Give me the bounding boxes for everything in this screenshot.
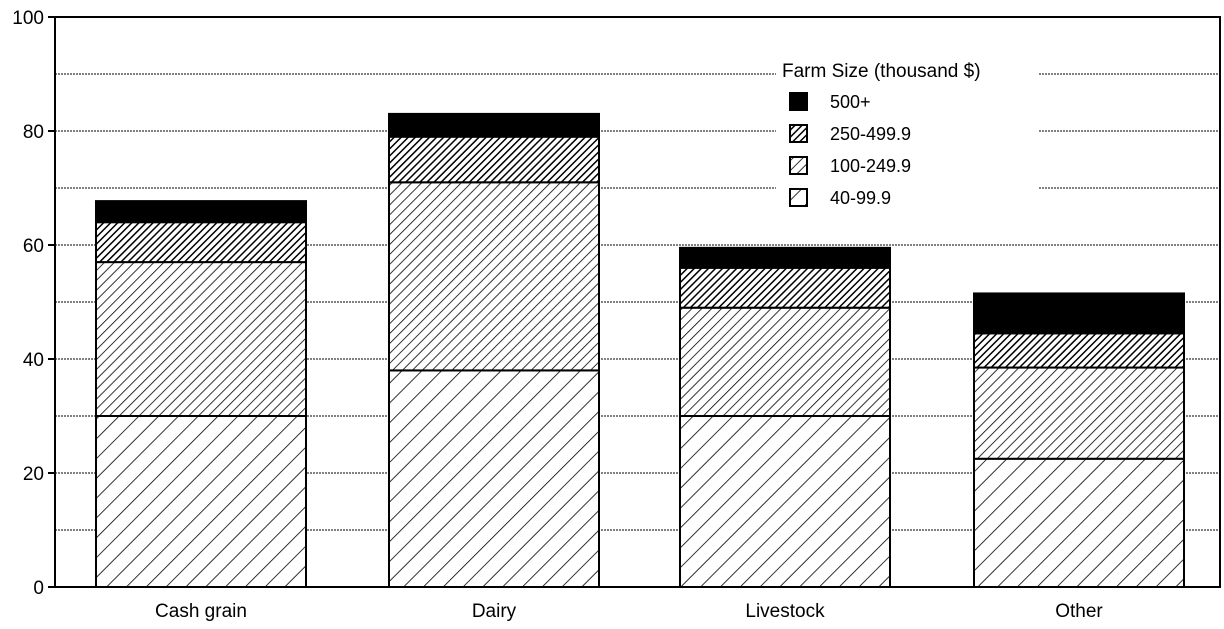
bar-segment [973,332,1185,369]
y-tick-label: 0 [33,578,44,599]
y-tick-label: 60 [23,236,44,257]
bar-segment [973,366,1185,460]
legend: Farm Size (thousand $) 500+ 250-499.9 100-2… [776,52,1038,214]
plot-frame [54,16,1221,588]
bar-segment [679,415,891,588]
bar-segment [973,292,1185,335]
bar-segment [388,369,600,588]
bar-segment [95,261,307,417]
bar-segment [679,306,891,418]
x-tick-label: Dairy [472,601,517,622]
y-tick-label: 100 [12,8,44,29]
legend-label: 100-249.9 [830,156,911,176]
x-tick-label: Other [1055,601,1103,622]
bars [95,112,1185,588]
bar-segment [388,181,600,372]
legend-label: 500+ [830,92,871,112]
bar-segment [95,415,307,588]
bar-segment [95,221,307,264]
legend-title: Farm Size (thousand $) [782,61,981,82]
legend-swatch [789,188,808,207]
y-tick-label: 40 [23,350,44,371]
legend-label: 40-99.9 [830,188,891,208]
y-tick-label: 20 [23,464,44,485]
x-tick-label: Cash grain [155,601,247,622]
bar-segment [388,135,600,184]
bar-segment [388,112,600,138]
legend-label: 250-499.9 [830,124,911,144]
y-tick-label: 80 [23,122,44,143]
legend-swatch [789,124,808,143]
x-tick-label: Livestock [745,601,825,622]
legend-swatch [789,92,808,111]
legend-background [776,52,1038,214]
bar-segment [95,200,307,224]
bar-segment [679,246,891,269]
bar-segment [679,266,891,309]
axes: 0 20 40 60 80 100 Cash grain Dairy Livestock Othe… [12,8,1221,622]
bar-segment [973,457,1185,588]
legend-swatch [789,156,808,175]
